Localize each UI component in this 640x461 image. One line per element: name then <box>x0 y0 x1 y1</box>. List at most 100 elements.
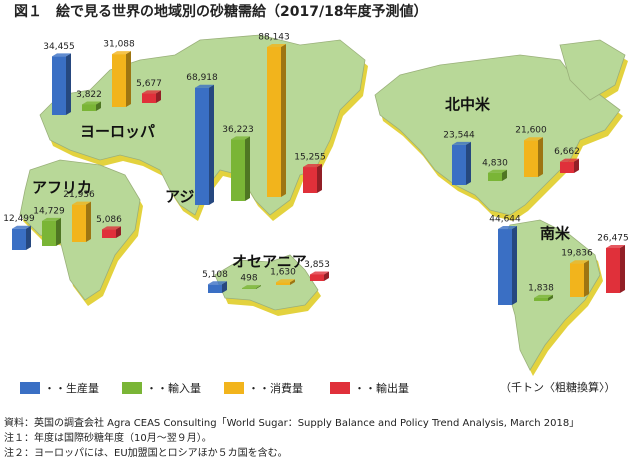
legend-label: ・・生産量 <box>44 381 99 395</box>
bar-side <box>209 84 214 205</box>
legend-label: ・・輸出量 <box>354 381 409 395</box>
legend-swatch <box>122 382 142 394</box>
region-label: 北中米 <box>445 96 491 114</box>
bar <box>72 204 86 242</box>
bar <box>524 140 538 177</box>
bar-top <box>488 169 507 173</box>
bar-side <box>512 226 517 305</box>
value-label: 14,729 <box>33 206 65 216</box>
bar <box>276 282 290 285</box>
value-label: 1,838 <box>528 283 554 293</box>
bar-top <box>560 158 579 162</box>
note: 注１：年度は国際砂糖年度（10月～翌９月）。 <box>4 431 212 444</box>
bar-side <box>245 136 250 201</box>
value-label: 5,086 <box>96 215 122 225</box>
bar-side <box>66 53 71 115</box>
value-label: 5,677 <box>136 79 162 89</box>
value-label: 21,936 <box>63 190 95 200</box>
bar <box>570 263 584 297</box>
region-label: 南米 <box>540 225 571 243</box>
bar <box>242 288 256 289</box>
bar-side <box>86 201 91 242</box>
value-label: 88,143 <box>258 33 290 43</box>
bar-side <box>466 141 471 185</box>
bar <box>267 47 281 197</box>
legend-label: ・・消費量 <box>248 381 303 395</box>
value-label: 12,499 <box>3 214 35 224</box>
legend-swatch <box>224 382 244 394</box>
value-label: 26,475 <box>597 233 629 243</box>
bar <box>488 172 502 181</box>
bar-top <box>142 90 161 94</box>
bar-side <box>256 285 261 289</box>
bar <box>102 229 116 238</box>
bar <box>142 93 156 103</box>
legend-swatch <box>330 382 350 394</box>
bar-top <box>102 226 121 230</box>
bar-top <box>524 137 543 141</box>
note: 注２：ヨーロッパには、EU加盟国とロシアほか５カ国を含む。 <box>4 446 288 459</box>
bar <box>208 284 222 293</box>
bar-top <box>72 201 91 205</box>
bar-side <box>502 169 507 181</box>
chart-title: 図１ 絵で見る世界の地域別の砂糖需給（2017/18年度予測値） <box>14 3 428 20</box>
value-label: 498 <box>240 274 257 284</box>
bar-side <box>290 279 295 285</box>
region-label: アフリカ <box>32 179 92 197</box>
bar-side <box>538 137 543 177</box>
bar <box>12 228 26 250</box>
bar <box>231 139 245 201</box>
bar <box>195 87 209 205</box>
value-label: 3,853 <box>304 260 330 270</box>
bar <box>310 274 324 281</box>
bar-top <box>498 226 517 230</box>
bar-top <box>570 260 589 264</box>
bar <box>52 56 66 115</box>
bar-top <box>112 51 131 55</box>
bar-top <box>534 294 553 298</box>
bar-side <box>324 271 329 281</box>
value-label: 36,223 <box>222 125 254 135</box>
value-label: 15,255 <box>294 153 326 163</box>
bar <box>560 161 574 173</box>
value-label: 21,600 <box>515 126 547 136</box>
bar-top <box>52 53 71 57</box>
bar-top <box>303 164 322 168</box>
bar-top <box>82 101 101 105</box>
bar <box>303 167 317 193</box>
bar-side <box>222 281 227 293</box>
bar <box>606 247 620 293</box>
bar <box>452 144 466 185</box>
bar-top <box>276 279 295 283</box>
bar-side <box>281 44 286 197</box>
bar-top <box>195 84 214 88</box>
bar-top <box>452 141 471 145</box>
bar-top <box>231 136 250 140</box>
bar-side <box>116 226 121 238</box>
bar <box>534 297 548 301</box>
bar <box>82 104 96 111</box>
region-label: オセアニア <box>232 253 307 271</box>
bar-top <box>12 225 31 229</box>
note: 資料：英国の調査会社 Agra CEAS Consulting「World Su… <box>4 416 579 429</box>
legend-swatch <box>20 382 40 394</box>
bar-side <box>548 294 553 301</box>
value-label: 3,822 <box>76 90 102 100</box>
bar <box>42 220 56 246</box>
value-label: 4,830 <box>482 158 508 168</box>
map <box>19 34 628 376</box>
value-label: 68,918 <box>186 73 218 83</box>
bar-side <box>317 164 322 193</box>
value-label: 5,108 <box>202 270 228 280</box>
bar-top <box>242 285 261 289</box>
bar-top <box>310 271 329 275</box>
bar-side <box>96 101 101 111</box>
bar-side <box>156 90 161 103</box>
bar-top <box>606 244 625 248</box>
value-label: 34,455 <box>43 42 75 52</box>
bar-top <box>208 281 227 285</box>
region-label: ヨーロッパ <box>80 123 155 141</box>
bar-side <box>620 244 625 293</box>
bar-side <box>56 217 61 246</box>
